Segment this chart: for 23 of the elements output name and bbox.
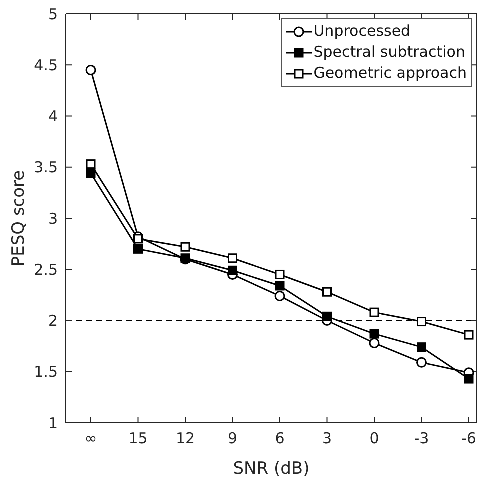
- y-tick-label: 3: [48, 210, 58, 228]
- x-tick-label: -6: [462, 430, 476, 448]
- x-tick-label: ∞: [84, 430, 98, 448]
- legend-label: Spectral subtraction: [314, 42, 466, 63]
- y-tick-label: 5: [48, 5, 58, 24]
- y-axis-title: PESQ score: [9, 170, 30, 267]
- legend-label: Unprocessed: [314, 21, 411, 42]
- x-tick-label: 0: [370, 430, 380, 448]
- legend-label: Geometric approach: [314, 63, 467, 84]
- x-tick-label: 15: [128, 430, 148, 448]
- y-tick-label: 1.5: [34, 363, 58, 382]
- x-tick-label: 3: [322, 430, 332, 448]
- y-tick-label: 1: [48, 414, 58, 432]
- y-tick-label: 3.5: [34, 158, 58, 177]
- y-tick-label: 2: [48, 312, 58, 330]
- x-tick-label: 12: [176, 430, 196, 448]
- x-axis-title: SNR (dB): [233, 459, 310, 479]
- x-tick-label: 6: [275, 430, 285, 448]
- y-tick-label: 4.5: [34, 56, 58, 74]
- y-tick-label: 2.5: [34, 260, 58, 279]
- x-tick-label: 9: [228, 430, 238, 448]
- x-tick-label: -3: [414, 430, 430, 448]
- y-tick-label: 4: [48, 108, 58, 126]
